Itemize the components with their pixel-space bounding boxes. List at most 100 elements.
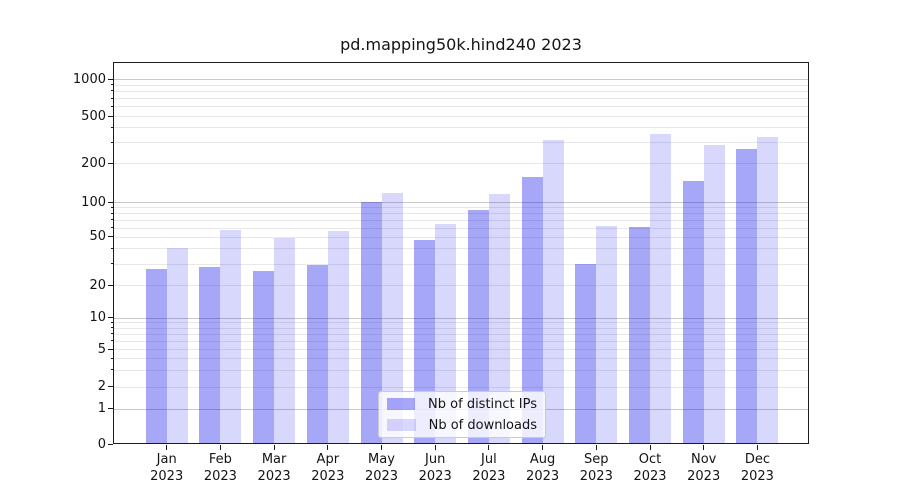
bar-distinct-ips [306, 265, 328, 444]
x-tick [542, 445, 544, 450]
x-tick-label: Jun 2023 [418, 452, 452, 484]
legend-label-downloads: Nb of downloads [428, 417, 537, 433]
bar-distinct-ips [682, 181, 704, 444]
bar-downloads [166, 248, 188, 444]
y-tick-label: 100 [81, 194, 106, 210]
y-tick [108, 162, 113, 164]
legend-item-downloads: Nb of downloads [387, 418, 537, 433]
gridline-minor [114, 263, 808, 265]
y-tick-label: 1 [97, 401, 106, 416]
legend-item-distinct-ips: Nb of distinct IPs [387, 397, 537, 412]
gridline-minor [114, 227, 808, 229]
y-tick [108, 317, 113, 318]
y-tick-minor [110, 333, 113, 335]
y-tick-label: 10 [89, 310, 106, 325]
gridline-minor [114, 213, 808, 215]
x-tick [756, 445, 758, 450]
bar-downloads [703, 144, 725, 444]
gridline-minor [114, 98, 808, 100]
bar-distinct-ips [575, 263, 597, 444]
y-tick-label: 200 [81, 155, 106, 171]
y-tick-minor [110, 227, 113, 229]
bar-downloads [220, 230, 242, 444]
bar-distinct-ips [467, 210, 489, 444]
y-tick-minor [110, 321, 113, 323]
bar-distinct-ips [253, 271, 275, 444]
bar-downloads [488, 194, 510, 444]
x-tick-label: Jul 2023 [472, 452, 506, 484]
y-tick-label: 5 [97, 341, 106, 357]
gridline-major [114, 202, 808, 203]
y-tick-minor [110, 369, 113, 371]
y-tick-label: 1000 [72, 71, 106, 87]
x-tick [166, 445, 168, 450]
bar-downloads [435, 224, 457, 444]
bar-distinct-ips [629, 226, 650, 444]
bar-distinct-ips [145, 269, 167, 444]
bar-distinct-ips [199, 267, 221, 444]
x-tick [649, 445, 651, 450]
x-tick-label: Feb 2023 [203, 452, 237, 484]
y-tick-label: 2 [97, 379, 106, 394]
gridline-minor [114, 142, 808, 144]
x-tick [488, 445, 490, 450]
bar-distinct-ips [521, 176, 543, 444]
gridline-minor [114, 327, 808, 329]
plot-frame [113, 62, 809, 444]
bar-downloads [757, 137, 779, 444]
x-tick [273, 445, 275, 450]
gridline-minor [114, 349, 808, 350]
y-tick-label: 0 [97, 436, 106, 452]
legend-swatch-distinct-ips [387, 398, 416, 410]
bar-downloads [327, 231, 349, 444]
x-tick-label: Aug 2023 [526, 452, 560, 484]
x-tick [219, 445, 221, 450]
y-tick-minor [110, 206, 113, 208]
y-tick [108, 408, 113, 409]
gridline-minor [114, 322, 808, 324]
y-tick-minor [110, 212, 113, 214]
y-tick [108, 284, 113, 286]
x-tick-label: Oct 2023 [633, 452, 667, 484]
gridline-minor [114, 236, 808, 238]
x-tick-label: Jan 2023 [150, 452, 184, 484]
gridline-major [114, 317, 808, 319]
gridline-minor [114, 207, 808, 209]
gridline-minor [114, 285, 808, 286]
y-tick-minor [110, 219, 113, 221]
y-tick-minor [110, 105, 113, 107]
y-tick-minor [110, 340, 113, 342]
chart-title: pd.mapping50k.hind240 2023 [340, 35, 582, 54]
x-tick [703, 445, 705, 450]
gridline-minor [114, 127, 808, 129]
gridline-minor [114, 116, 808, 117]
y-tick [108, 386, 113, 387]
y-tick-minor [110, 126, 113, 128]
gridline-minor [114, 84, 808, 86]
x-tick [381, 445, 382, 450]
y-tick [108, 236, 113, 238]
gridline-major [114, 79, 808, 80]
gridline-minor [114, 106, 808, 108]
bar-downloads [381, 192, 403, 444]
bar-downloads [274, 237, 296, 444]
bar-downloads [650, 134, 671, 444]
y-tick-minor [110, 97, 113, 99]
y-tick [108, 78, 113, 80]
gridline-minor [114, 219, 808, 221]
bar-distinct-ips [360, 202, 382, 444]
gridline-minor [114, 333, 808, 335]
gridline-minor [114, 163, 808, 164]
y-tick-minor [110, 263, 113, 265]
gridline-minor [114, 369, 808, 371]
y-tick-minor [110, 84, 113, 86]
x-tick-label: Dec 2023 [740, 452, 774, 484]
y-tick-label: 500 [81, 108, 106, 124]
y-tick-minor [110, 327, 113, 329]
y-tick-minor [110, 141, 113, 143]
gridline-minor [114, 340, 808, 342]
bar-downloads [542, 139, 564, 444]
x-tick [434, 445, 436, 450]
y-tick-minor [110, 357, 113, 359]
x-tick-label: Nov 2023 [687, 452, 721, 484]
